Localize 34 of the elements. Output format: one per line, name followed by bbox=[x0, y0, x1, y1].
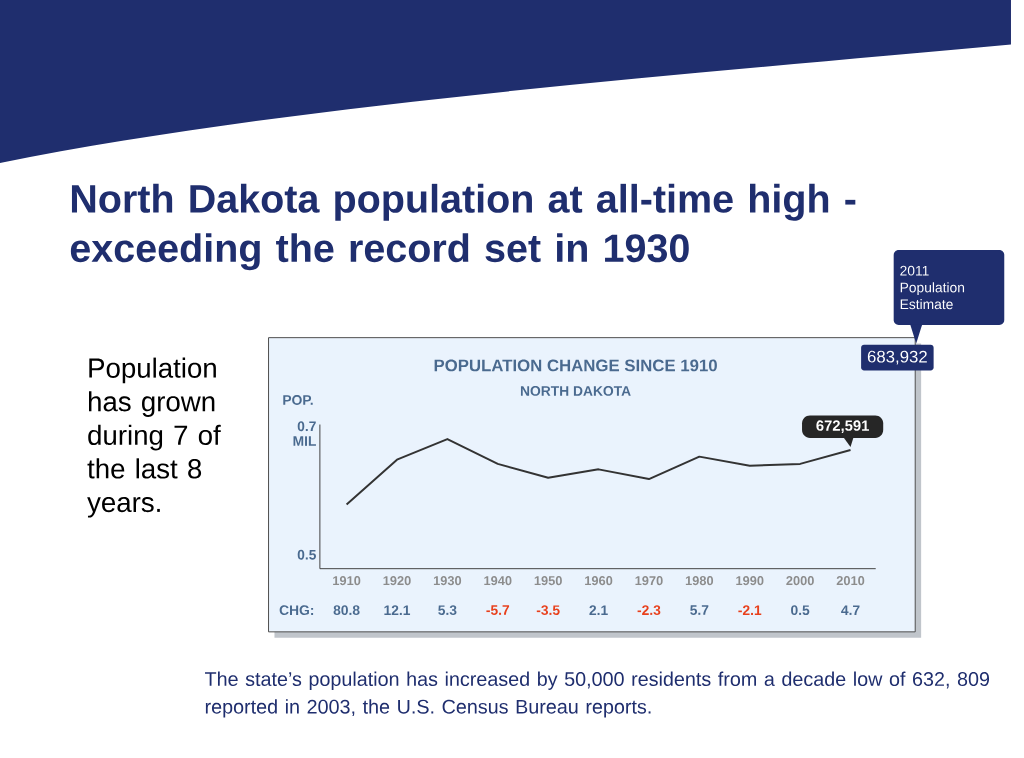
x-tick-label: 1920 bbox=[383, 576, 411, 586]
chart-title: POPULATION CHANGE SINCE 1910 bbox=[434, 359, 717, 372]
y-tick-label: 0.7 MIL bbox=[293, 421, 316, 446]
text: Population has grown during 7 of the last 8 years. bbox=[87, 357, 221, 518]
x-tick-label: 1910 bbox=[333, 576, 361, 586]
annotation: 672,591 bbox=[816, 420, 869, 433]
x-tick-label: 1990 bbox=[736, 576, 764, 586]
text: -3.5 bbox=[536, 605, 560, 615]
text: -5.7 bbox=[486, 605, 510, 615]
x-tick-label: 1930 bbox=[433, 576, 462, 586]
text: 0.5 bbox=[791, 605, 810, 615]
text: 2.1 bbox=[589, 605, 608, 615]
x-tick-label: 2000 bbox=[786, 576, 814, 586]
text: -2.1 bbox=[738, 605, 762, 615]
text: 12.1 bbox=[384, 605, 411, 615]
text: 2011 Population Estimate bbox=[900, 265, 965, 310]
text: -2.3 bbox=[637, 605, 661, 615]
x-tick-label: 2010 bbox=[836, 576, 865, 586]
y-axis-title: POP. bbox=[283, 395, 313, 405]
text: CHG: bbox=[279, 605, 314, 615]
chart-subtitle: NORTH DAKOTA bbox=[520, 385, 631, 396]
x-tick-label: 1950 bbox=[534, 576, 562, 586]
text: 4.7 bbox=[841, 605, 860, 615]
text: 683,932 bbox=[867, 350, 927, 365]
x-tick-label: 1970 bbox=[635, 576, 663, 586]
x-tick-label: 1940 bbox=[484, 576, 512, 586]
line-series bbox=[345, 437, 852, 506]
text: 5.3 bbox=[438, 605, 457, 615]
text: North Dakota population at all-time high - exceeding the record set in 1930 bbox=[70, 183, 856, 271]
text: The state’s population has increased by 50,000 residents from a decade low of 632, 809 reported in 2003, the U.S. Census Bureau reports. bbox=[205, 671, 990, 718]
x-tick-label: 1980 bbox=[685, 576, 714, 586]
text: 80.8 bbox=[333, 605, 360, 615]
x-tick-label: 1960 bbox=[585, 576, 613, 586]
text: 5.7 bbox=[690, 605, 709, 615]
